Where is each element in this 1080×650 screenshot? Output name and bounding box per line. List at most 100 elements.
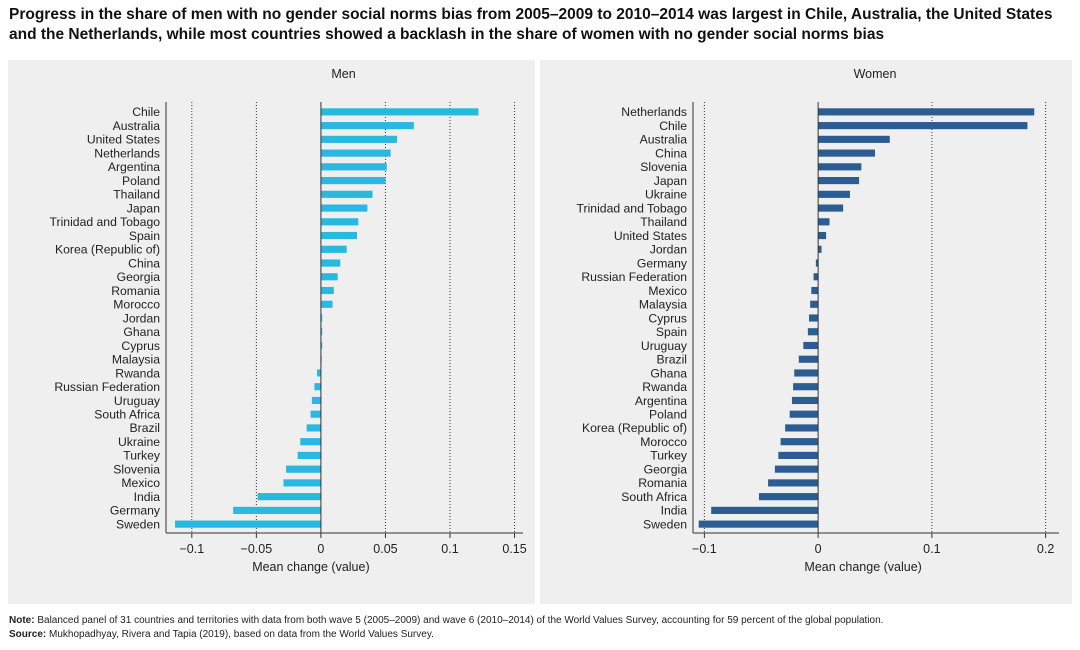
bar (257, 493, 321, 501)
category-label: United States (87, 133, 160, 147)
category-label: Morocco (640, 435, 687, 449)
bar (306, 424, 321, 432)
footer-notes: Note: Balanced panel of 31 countries and… (9, 614, 883, 642)
category-label: Chile (659, 119, 687, 133)
bar (780, 438, 819, 446)
note-text: Balanced panel of 31 countries and terri… (34, 615, 884, 626)
bar (794, 369, 819, 377)
bar (320, 231, 358, 240)
bar (818, 149, 875, 157)
category-label: Turkey (123, 449, 161, 463)
x-tick-label: 0.1 (441, 542, 458, 556)
category-label: Argentina (635, 394, 687, 408)
bar (320, 314, 323, 322)
bar (320, 204, 368, 212)
category-label: Uruguay (114, 394, 161, 408)
category-label: South Africa (621, 490, 687, 504)
x-axis-label: Mean change (value) (252, 560, 369, 574)
category-label: Japan (127, 201, 160, 215)
bar (310, 410, 321, 418)
category-label: United States (614, 229, 687, 243)
bar (815, 259, 819, 267)
category-label: India (661, 504, 688, 518)
bar (818, 135, 890, 143)
bar (283, 479, 321, 487)
category-label: Japan (654, 174, 687, 188)
bar (785, 424, 819, 432)
women-chart-panel: Women Netherlands Chile Australia China Slove… (540, 60, 1072, 604)
bar (698, 520, 819, 528)
bar (286, 465, 321, 473)
category-label: Malaysia (639, 298, 687, 312)
category-label: China (128, 256, 160, 270)
bar (175, 520, 321, 528)
category-label: Morocco (113, 298, 160, 312)
title-line-1: Progress in the share of men with no gen… (9, 6, 1053, 23)
category-label: Spain (656, 325, 687, 339)
bar (818, 245, 822, 253)
note-label: Note: (9, 615, 35, 626)
category-label: Sweden (643, 517, 687, 531)
bar (317, 369, 321, 377)
category-label: Brazil (130, 421, 160, 435)
bar (818, 190, 850, 198)
x-tick-label: −0.1 (179, 542, 204, 556)
bar (778, 451, 819, 459)
category-label: Cyprus (648, 311, 687, 325)
bar (320, 190, 373, 198)
category-label: Netherlands (94, 146, 160, 160)
bar (758, 493, 819, 501)
panel-title: Men (331, 67, 355, 81)
category-label: Australia (113, 119, 161, 133)
category-label: Trinidad and Tobago (577, 201, 688, 215)
bar (818, 218, 830, 226)
panel-title: Women (854, 67, 897, 81)
title-line-2: and the Netherlands, while most countrie… (9, 26, 885, 43)
bar (809, 314, 819, 322)
category-label: Romania (638, 476, 687, 490)
category-label: Netherlands (621, 105, 687, 119)
bar (320, 177, 386, 185)
category-label: Jordan (123, 311, 160, 325)
bar (768, 479, 819, 487)
bar (320, 286, 334, 295)
category-label: Argentina (108, 160, 160, 174)
bar (320, 122, 414, 130)
category-label: Georgia (644, 462, 688, 476)
category-label: Poland (649, 407, 687, 421)
bar (297, 451, 321, 459)
bar (791, 396, 819, 405)
category-label: Mexico (648, 284, 687, 298)
source-line: Source: Mukhopadhyay, Rivera and Tapia (… (9, 628, 883, 642)
category-label: Romania (111, 284, 160, 298)
category-label: India (134, 490, 161, 504)
source-text: Mukhopadhyay, Rivera and Tapia (2019), b… (46, 629, 434, 640)
category-label: Turkey (650, 449, 688, 463)
bar (789, 410, 819, 418)
bar (818, 108, 1035, 116)
bar (810, 300, 819, 308)
bar (818, 163, 862, 171)
bar (320, 259, 341, 267)
category-label: Germany (110, 504, 161, 518)
x-tick-label: 0 (317, 542, 324, 556)
bar (320, 163, 387, 171)
bar (818, 177, 860, 185)
bar (320, 108, 479, 116)
x-tick-label: 0.05 (373, 542, 397, 556)
category-label: Russian Federation (581, 270, 687, 284)
bar (300, 438, 321, 446)
bar (320, 341, 323, 350)
x-axis-label: Mean change (value) (804, 560, 921, 574)
category-label: Georgia (117, 270, 161, 284)
category-label: Chile (132, 105, 160, 119)
men-chart-panel: Men Chile Australia United States Netherland… (8, 60, 535, 604)
note-line: Note: Balanced panel of 31 countries and… (9, 614, 883, 628)
category-label: Australia (640, 133, 688, 147)
category-label: Rwanda (642, 380, 687, 394)
category-label: Spain (129, 229, 160, 243)
category-label: Ukraine (118, 435, 160, 449)
bar (320, 300, 333, 308)
category-label: Thailand (113, 188, 160, 202)
bar (311, 396, 321, 405)
